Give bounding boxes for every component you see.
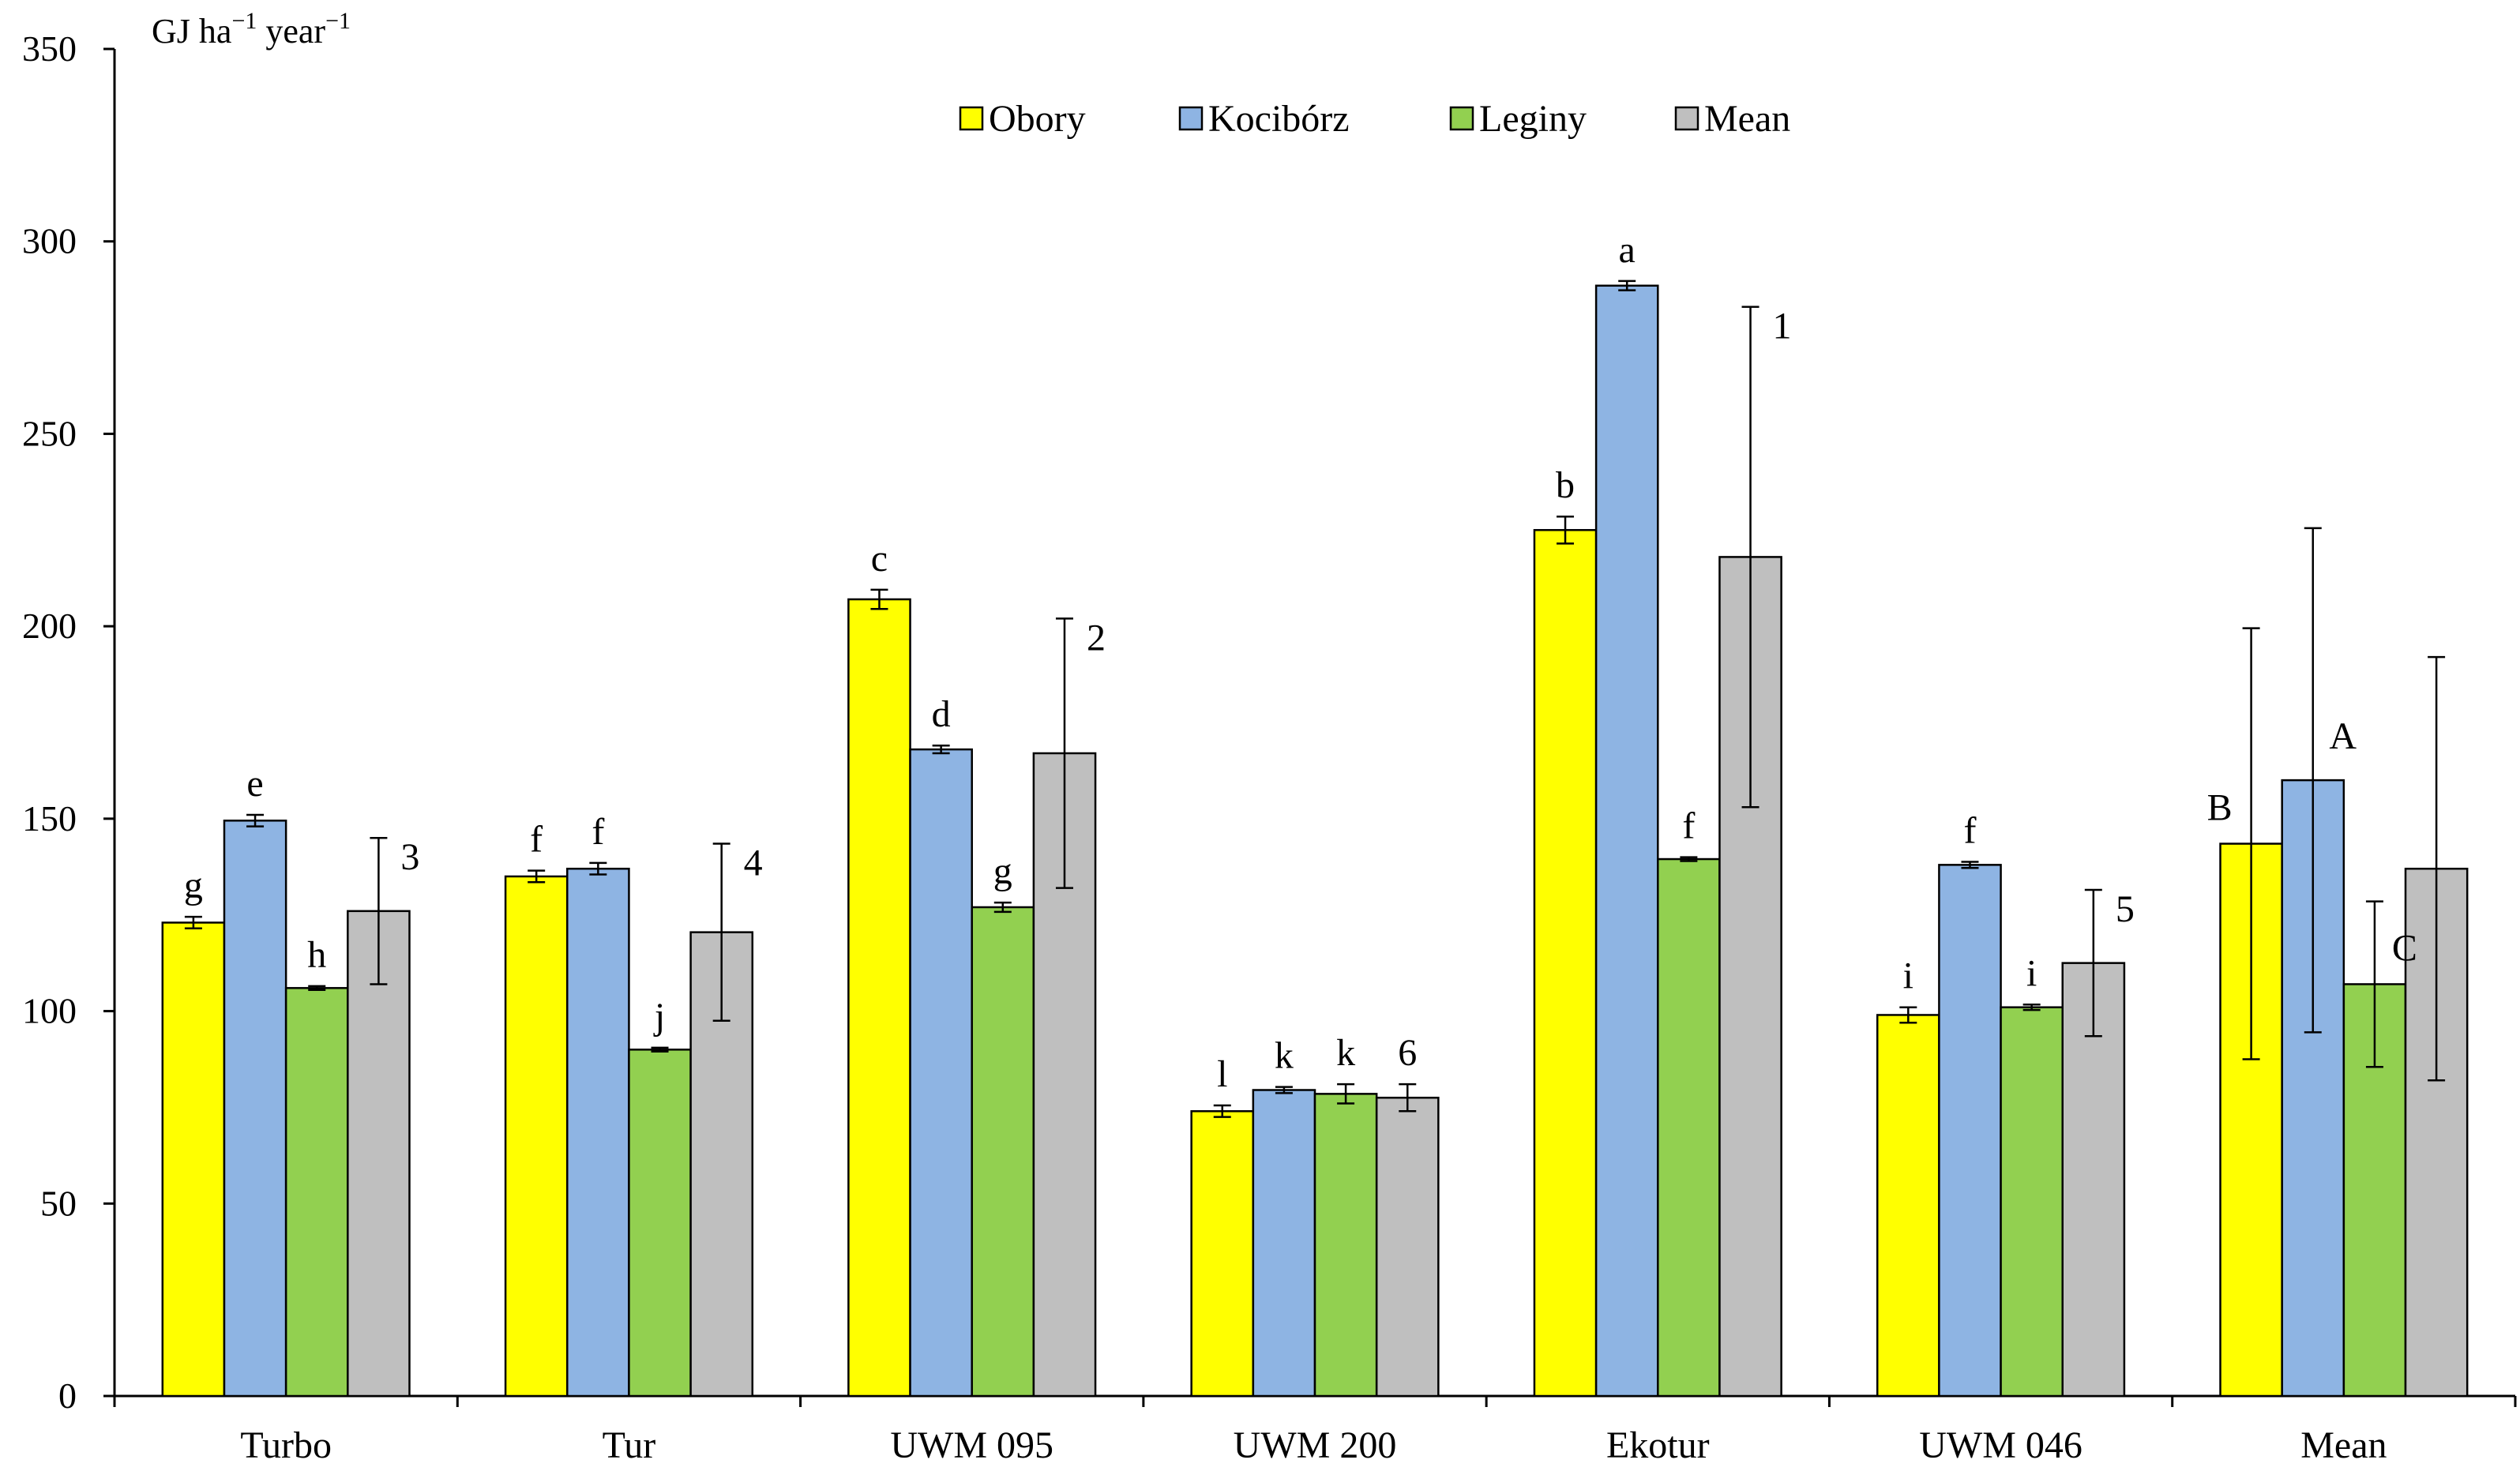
x-category-label: Ekotur bbox=[1606, 1424, 1710, 1466]
significance-letter: f bbox=[1963, 809, 1976, 851]
significance-letter: 3 bbox=[400, 836, 419, 878]
significance-letter: g bbox=[184, 865, 203, 906]
significance-letter: 6 bbox=[1398, 1032, 1417, 1074]
bar-kocib-rz-2 bbox=[909, 748, 973, 1398]
significance-letter: h bbox=[307, 934, 326, 976]
significance-letter: f bbox=[530, 819, 543, 861]
bar-mean-0 bbox=[347, 910, 411, 1398]
y-unit-part-a: GJ ha bbox=[152, 12, 231, 51]
bar-leginy-2 bbox=[971, 906, 1035, 1398]
bar-mean-3 bbox=[1375, 1096, 1440, 1398]
legend-swatch-obory bbox=[959, 106, 984, 131]
significance-letter: j bbox=[653, 996, 665, 1038]
significance-letter: l bbox=[1217, 1053, 1227, 1095]
y-unit-sup-a: −1 bbox=[231, 8, 257, 34]
significance-letter: B bbox=[2207, 787, 2233, 829]
bar-kocib-rz-3 bbox=[1252, 1089, 1316, 1398]
y-tick-label-150: 150 bbox=[22, 798, 77, 839]
bar-obory-1 bbox=[504, 875, 569, 1398]
y-tick-label-200: 200 bbox=[22, 606, 77, 646]
significance-letter: 5 bbox=[2116, 888, 2135, 930]
y-tick-label-350: 350 bbox=[22, 28, 77, 69]
bar-leginy-3 bbox=[1313, 1093, 1378, 1398]
y-tick-label-250: 250 bbox=[22, 413, 77, 453]
legend-label: Obory bbox=[989, 98, 1086, 140]
x-category-label: Turbo bbox=[240, 1424, 332, 1466]
bar-obory-3 bbox=[1190, 1110, 1255, 1398]
significance-letter: f bbox=[592, 811, 604, 853]
bar-kocib-rz-4 bbox=[1594, 284, 1659, 1398]
y-tick-label-300: 300 bbox=[22, 221, 77, 261]
y-tick-label-100: 100 bbox=[22, 991, 77, 1031]
bar-leginy-5 bbox=[2000, 1006, 2064, 1398]
significance-letter: C bbox=[2392, 927, 2417, 969]
legend-swatch-kocib-rz bbox=[1178, 106, 1204, 131]
significance-letter: i bbox=[2026, 952, 2037, 994]
bars bbox=[161, 284, 2469, 1398]
x-category-label: Mean bbox=[2300, 1424, 2387, 1466]
bar-obory-2 bbox=[847, 598, 911, 1398]
significance-letter: d bbox=[932, 693, 951, 735]
bar-leginy-0 bbox=[284, 987, 349, 1398]
bar-leginy-4 bbox=[1657, 857, 1721, 1398]
error-bars bbox=[184, 280, 2446, 1118]
bar-obory-4 bbox=[1533, 529, 1598, 1398]
x-category-label: UWM 095 bbox=[890, 1424, 1053, 1466]
significance-letter: A bbox=[2329, 715, 2357, 757]
y-unit-part-b: year bbox=[257, 12, 325, 51]
legend-label: Mean bbox=[1704, 98, 1790, 140]
bar-kocib-rz-1 bbox=[566, 867, 630, 1398]
bar-leginy-1 bbox=[628, 1049, 692, 1398]
y-tick-label-0: 0 bbox=[58, 1375, 77, 1416]
y-unit-sup-b: −1 bbox=[325, 8, 351, 34]
significance-letter: 1 bbox=[1773, 306, 1792, 347]
significance-letter: 2 bbox=[1087, 617, 1106, 659]
bar-obory-5 bbox=[1876, 1014, 1940, 1398]
significance-letters: g f c l b i Be f d k a f Ah j g k f i C 3 4 2 6 1 5 bbox=[184, 229, 2417, 1095]
bar-kocib-rz-5 bbox=[1938, 864, 2002, 1398]
significance-letter: k bbox=[1275, 1035, 1294, 1077]
x-category-label: UWM 200 bbox=[1234, 1424, 1397, 1466]
y-tick-label-50: 50 bbox=[40, 1183, 77, 1223]
significance-letter: a bbox=[1619, 229, 1636, 271]
legend-swatch-mean bbox=[1674, 106, 1699, 131]
x-category-label: Tur bbox=[603, 1424, 656, 1466]
bar-kocib-rz-0 bbox=[223, 820, 287, 1398]
bar-obory-0 bbox=[161, 921, 226, 1398]
significance-letter: f bbox=[1682, 805, 1695, 847]
significance-letter: g bbox=[993, 850, 1012, 892]
significance-letter: b bbox=[1556, 464, 1575, 506]
significance-letter: k bbox=[1336, 1032, 1355, 1074]
significance-letter: c bbox=[871, 538, 888, 580]
significance-letter: 4 bbox=[744, 842, 763, 884]
x-category-label: UWM 046 bbox=[1919, 1424, 2082, 1466]
legend-label: Leginy bbox=[1479, 98, 1587, 140]
significance-letter: e bbox=[246, 763, 263, 805]
legend-swatch-leginy bbox=[1449, 106, 1474, 131]
significance-letter: i bbox=[1903, 955, 1913, 997]
y-axis-unit-label: GJ ha−1 year−1 bbox=[152, 8, 351, 51]
legend: Obory Kocibórz Leginy Mean bbox=[959, 98, 1790, 140]
legend-label: Kocibórz bbox=[1208, 98, 1350, 140]
y-axis-title: GJ ha−1 year−1 bbox=[152, 8, 351, 51]
